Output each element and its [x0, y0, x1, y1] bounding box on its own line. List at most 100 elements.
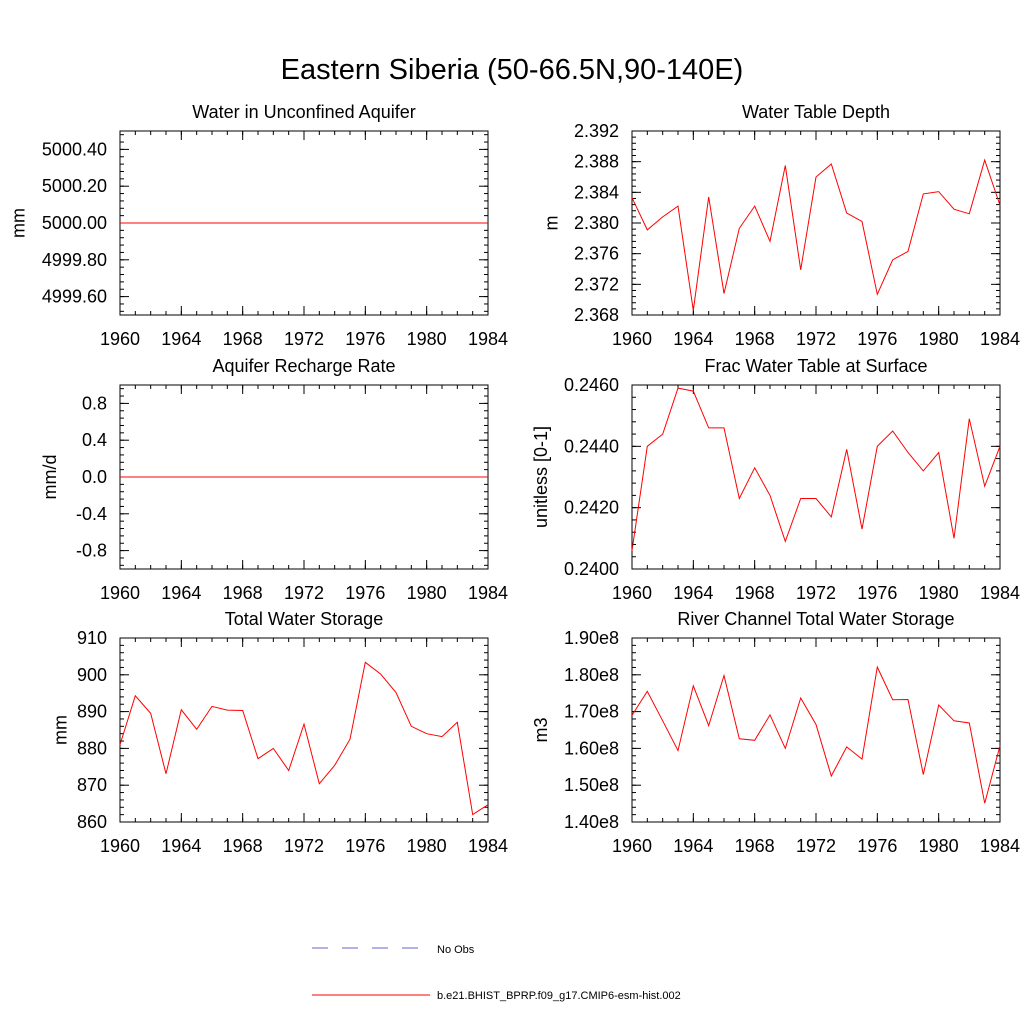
- chart-panel-5: Total Water Storage 1960 1964 1968 1972 1976 1…: [51, 609, 509, 856]
- x-tick-label: 1980: [407, 329, 447, 349]
- data-line: [119, 661, 489, 816]
- y-tick-label: 0.2440: [564, 436, 619, 456]
- figure-title: Eastern Siberia (50-66.5N,90-140E): [280, 54, 744, 86]
- y-axis-label: m3: [531, 717, 551, 742]
- y-axis-label: mm/d: [40, 455, 60, 500]
- panel-title: River Channel Total Water Storage: [677, 609, 954, 629]
- x-tick-label: 1984: [980, 583, 1020, 603]
- y-tick-label: 0.2400: [564, 559, 619, 579]
- y-tick-label: 0.2460: [564, 375, 619, 395]
- x-tick-label: 1984: [468, 836, 508, 856]
- y-tick-label: 880: [77, 738, 107, 758]
- chart-panel-2: Water Table Depth 1960 1964 1968 1972 1976 198…: [542, 102, 1021, 349]
- x-tick-label: 1968: [223, 836, 263, 856]
- plot-frame: [119, 637, 489, 823]
- x-tick-label: 1972: [796, 836, 836, 856]
- y-tick-label: 1.80e8: [564, 665, 619, 685]
- y-tick-label: 0.8: [82, 393, 107, 413]
- chart-panel-4: Frac Water Table at Surface 1960 1964 1968 1…: [531, 356, 1020, 603]
- x-tick-label: 1980: [919, 836, 959, 856]
- x-tick-label: 1980: [919, 329, 959, 349]
- y-tick-label: 1.40e8: [564, 812, 619, 832]
- y-tick-label: -0.4: [76, 504, 107, 524]
- y-tick-label: 5000.00: [42, 213, 107, 233]
- x-tick-label: 1968: [735, 329, 775, 349]
- x-tick-label: 1980: [407, 836, 447, 856]
- plot-frame: [631, 130, 1001, 316]
- panel-title: Water in Unconfined Aquifer: [192, 102, 415, 122]
- y-tick-label: -0.8: [76, 541, 107, 561]
- x-tick-label: 1980: [407, 583, 447, 603]
- x-tick-label: 1984: [980, 329, 1020, 349]
- chart-panel-6: River Channel Total Water Storage 1960 196…: [531, 609, 1020, 856]
- x-tick-label: 1972: [796, 583, 836, 603]
- x-tick-label: 1964: [161, 329, 201, 349]
- x-tick-label: 1968: [735, 836, 775, 856]
- y-axis-label: mm: [51, 715, 71, 745]
- y-tick-label: 2.372: [574, 274, 619, 294]
- y-tick-label: 1.90e8: [564, 628, 619, 648]
- x-tick-label: 1984: [980, 836, 1020, 856]
- x-tick-label: 1960: [100, 329, 140, 349]
- y-tick-label: 0.2420: [564, 498, 619, 518]
- y-axis-label: m: [542, 216, 562, 231]
- x-tick-label: 1960: [612, 836, 652, 856]
- y-tick-label: 2.388: [574, 152, 619, 172]
- y-tick-label: 1.60e8: [564, 738, 619, 758]
- x-tick-label: 1972: [284, 836, 324, 856]
- panel-title: Aquifer Recharge Rate: [212, 356, 395, 376]
- x-tick-label: 1972: [796, 329, 836, 349]
- panel-title: Total Water Storage: [225, 609, 383, 629]
- x-tick-label: 1964: [673, 836, 713, 856]
- x-tick-label: 1964: [673, 583, 713, 603]
- x-tick-label: 1976: [857, 329, 897, 349]
- x-tick-label: 1976: [345, 836, 385, 856]
- x-tick-label: 1964: [161, 836, 201, 856]
- x-tick-label: 1968: [223, 329, 263, 349]
- x-tick-label: 1972: [284, 329, 324, 349]
- y-tick-label: 890: [77, 702, 107, 722]
- y-tick-label: 2.368: [574, 305, 619, 325]
- x-tick-label: 1976: [345, 329, 385, 349]
- y-tick-label: 5000.40: [42, 139, 107, 159]
- x-tick-label: 1972: [284, 583, 324, 603]
- legend-label: b.e21.BHIST_BPRP.f09_g17.CMIP6-esm-hist.…: [437, 990, 681, 1002]
- y-tick-label: 860: [77, 812, 107, 832]
- legend-label: No Obs: [437, 944, 475, 956]
- y-tick-label: 2.392: [574, 121, 619, 141]
- data-line: [631, 158, 1001, 311]
- x-tick-label: 1976: [857, 836, 897, 856]
- y-tick-label: 1.70e8: [564, 702, 619, 722]
- x-tick-label: 1980: [919, 583, 959, 603]
- legend: No Obs b.e21.BHIST_BPRP.f09_g17.CMIP6-esm…: [312, 944, 681, 1002]
- chart-panel-1: Water in Unconfined Aquifer 1960 1964 1968 1…: [9, 102, 509, 349]
- x-tick-label: 1964: [673, 329, 713, 349]
- panel-title: Frac Water Table at Surface: [704, 356, 927, 376]
- panel-title: Water Table Depth: [742, 102, 890, 122]
- y-tick-label: 0.4: [82, 430, 107, 450]
- y-tick-label: 4999.80: [42, 250, 107, 270]
- plot-frame: [631, 637, 1001, 823]
- x-tick-label: 1960: [612, 583, 652, 603]
- x-tick-label: 1960: [100, 836, 140, 856]
- plot-frame: [631, 384, 1001, 570]
- y-tick-label: 5000.20: [42, 176, 107, 196]
- data-line: [631, 665, 1001, 804]
- x-tick-label: 1976: [857, 583, 897, 603]
- chart-panel-3: Aquifer Recharge Rate 1960 1964 1968 1972 197…: [40, 356, 508, 603]
- y-tick-label: 2.384: [574, 182, 619, 202]
- y-axis-label: unitless [0-1]: [531, 426, 551, 528]
- y-axis-label: mm: [9, 208, 29, 238]
- x-tick-label: 1976: [345, 583, 385, 603]
- x-tick-label: 1960: [612, 329, 652, 349]
- y-tick-label: 1.50e8: [564, 775, 619, 795]
- x-tick-label: 1960: [100, 583, 140, 603]
- y-tick-label: 870: [77, 775, 107, 795]
- y-tick-label: 0.0: [82, 467, 107, 487]
- x-tick-label: 1968: [223, 583, 263, 603]
- y-tick-label: 910: [77, 628, 107, 648]
- x-tick-label: 1968: [735, 583, 775, 603]
- y-tick-label: 4999.60: [42, 287, 107, 307]
- x-tick-label: 1984: [468, 583, 508, 603]
